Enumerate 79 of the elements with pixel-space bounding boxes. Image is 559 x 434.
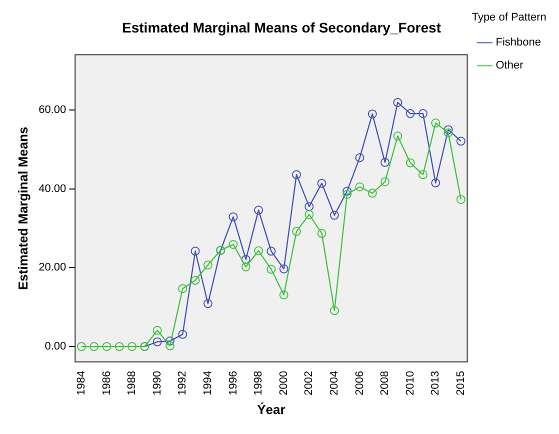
point (431, 118, 440, 128)
point (152, 326, 162, 335)
x-tick-label: 1988 (126, 370, 138, 396)
x-tick-label: 1984 (75, 370, 88, 396)
point (456, 194, 466, 204)
y-tick-label: 0.00 (44, 340, 66, 353)
point (368, 188, 377, 198)
point (178, 330, 188, 339)
point (228, 212, 238, 222)
point (368, 109, 377, 118)
x-tick-label: 2013 (430, 370, 442, 396)
point (203, 260, 212, 270)
point (444, 128, 453, 138)
x-tick-label: 2000 (278, 370, 290, 396)
x-tick-label: 1996 (227, 370, 240, 396)
point (90, 342, 99, 352)
point (114, 342, 124, 352)
x-tick-label: 1992 (176, 370, 189, 396)
point (279, 264, 288, 274)
point (330, 306, 339, 316)
point (380, 158, 390, 167)
y-tick-label: 60.00 (38, 104, 66, 116)
x-tick-label: 1994 (202, 370, 214, 396)
point (418, 109, 428, 118)
point (228, 240, 238, 249)
legend-label: Other (496, 60, 524, 72)
point (330, 210, 339, 220)
point (393, 98, 402, 108)
point (165, 336, 174, 346)
x-tick-label: 2015 (454, 370, 467, 396)
point (418, 170, 428, 180)
legend-label: Fishbone (496, 36, 542, 49)
point (203, 299, 212, 308)
point (355, 182, 364, 192)
point (190, 276, 200, 285)
point (304, 202, 314, 212)
point (241, 254, 250, 264)
x-tick-label: 2010 (404, 370, 416, 396)
point (456, 136, 466, 146)
legend-title: Type of Pattern (472, 12, 546, 24)
point (102, 342, 112, 352)
point (241, 262, 250, 272)
point (128, 342, 137, 352)
point (254, 206, 264, 215)
point (444, 125, 453, 134)
point (355, 153, 364, 162)
point (406, 158, 415, 168)
point (152, 337, 162, 346)
point (304, 210, 314, 219)
point (292, 226, 301, 236)
y-tick-label: 20.00 (38, 262, 66, 274)
chart-title: Estimated Marginal Means of Secondary_Forest (122, 19, 442, 36)
point (254, 246, 264, 256)
y-axis-title: Estimated Marginal Means (15, 126, 30, 290)
x-axis-title: Ýear (257, 402, 286, 417)
point (279, 290, 288, 300)
point (342, 190, 352, 199)
x-tick-label: 2006 (354, 370, 366, 396)
point (266, 264, 276, 274)
point (317, 178, 326, 188)
point (266, 246, 276, 256)
point (178, 284, 188, 294)
point (76, 342, 86, 352)
point (406, 109, 415, 118)
x-tick-label: 2004 (328, 370, 340, 396)
point (380, 177, 390, 186)
x-tick-label: 1990 (151, 370, 164, 396)
x-tick-label: 2002 (303, 370, 316, 396)
x-tick-label: 2008 (379, 370, 392, 396)
point (317, 228, 326, 238)
point (342, 186, 352, 196)
y-tick-label: 40.00 (38, 182, 66, 195)
point (431, 178, 440, 188)
point (292, 170, 301, 180)
point (165, 341, 174, 350)
point (393, 132, 402, 141)
x-tick-label: 1986 (100, 370, 113, 396)
x-tick-label: 1998 (252, 370, 265, 396)
point (190, 246, 200, 256)
